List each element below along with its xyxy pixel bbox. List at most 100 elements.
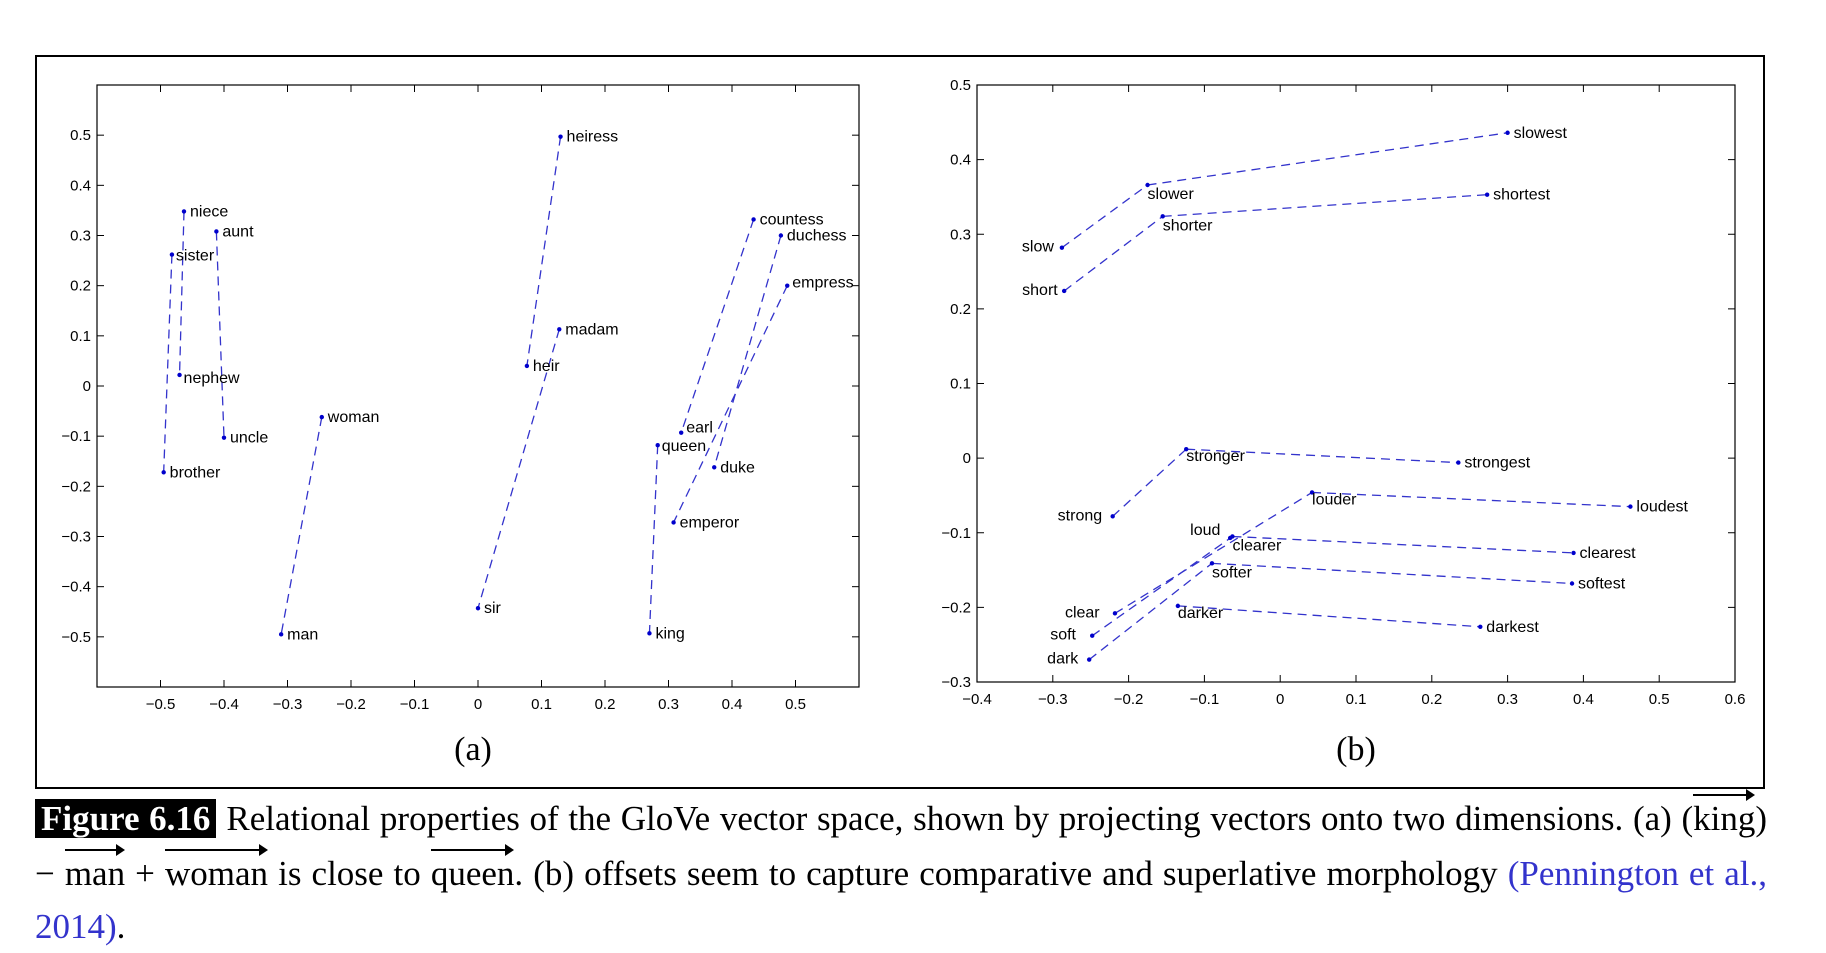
link-niece-nephew (178, 211, 185, 375)
link-darker-darkest (1177, 605, 1481, 628)
point-label-earl: earl (686, 420, 713, 437)
point-label-queen: queen (662, 438, 707, 455)
point-label-softest: softest (1578, 575, 1626, 592)
link-sister-brother (163, 254, 173, 473)
point-label-softer: softer (1212, 564, 1253, 581)
point-man (278, 632, 284, 637)
x-tick-label: −0.1 (400, 696, 430, 713)
link-soft-clearer (1091, 535, 1233, 637)
link-woman-man (280, 416, 323, 635)
point-countess (751, 217, 756, 222)
x-tick-label: 0.4 (1573, 691, 1594, 708)
y-tick-label: −0.3 (941, 674, 971, 691)
link-short-shorter (1063, 215, 1164, 292)
point-label-slowest: slowest (1514, 125, 1568, 142)
point-label-clearest: clearest (1580, 545, 1637, 562)
point-label-short: short (1022, 282, 1058, 299)
x-tick-label: −0.2 (336, 696, 366, 713)
point-label-king: king (655, 625, 684, 642)
point-heiress (558, 134, 563, 139)
point-label-loud: loud (1190, 522, 1220, 539)
point-soft (1090, 633, 1095, 638)
point-label-strong: strong (1058, 507, 1102, 524)
point-label-nephew: nephew (184, 370, 240, 387)
point-louder (1309, 490, 1315, 495)
point-label-duchess: duchess (787, 228, 847, 245)
figure-label: Figure 6.16 (35, 799, 217, 838)
point-label-brother: brother (170, 464, 221, 481)
y-tick-label: 0.1 (950, 376, 971, 393)
link-clear-louder (1114, 491, 1313, 614)
point-label-shorter: shorter (1163, 217, 1213, 234)
link-dark-softer (1088, 562, 1213, 661)
point-nephew (177, 372, 182, 378)
link-madam-sir (477, 329, 560, 609)
x-tick-label: 0.6 (1725, 691, 1746, 708)
vector-man: man (64, 844, 126, 900)
point-madam (557, 327, 562, 332)
x-tick-label: 0 (474, 696, 482, 713)
point-label-uncle: uncle (230, 430, 268, 447)
x-tick-label: 0.4 (722, 696, 743, 713)
link-empress-emperor (672, 285, 788, 523)
vector-king: king (1693, 789, 1756, 845)
point-shorter (1160, 214, 1165, 219)
point-clearer (1230, 534, 1235, 539)
y-tick-label: 0.2 (950, 301, 971, 318)
panel-label-b: (b) (1336, 731, 1376, 768)
link-clearer-clearest (1232, 535, 1574, 554)
point-label-emperor: emperor (680, 514, 740, 531)
link-queen-king (648, 445, 659, 634)
point-label-darker: darker (1178, 605, 1224, 622)
point-woman (319, 414, 324, 420)
y-tick-label: 0.1 (70, 328, 91, 345)
x-tick-label: −0.1 (1190, 691, 1220, 708)
x-tick-label: 0.5 (785, 696, 806, 713)
point-label-woman: woman (327, 409, 380, 426)
point-dark (1086, 657, 1092, 662)
caption-text-3: + (125, 854, 165, 893)
link-duchess-duke (713, 235, 782, 468)
point-slower (1145, 182, 1150, 188)
point-aunt (214, 229, 219, 234)
point-label-stronger: stronger (1186, 448, 1245, 465)
y-tick-label: 0.2 (70, 278, 91, 295)
x-tick-label: 0.3 (658, 696, 679, 713)
point-label-strongest: strongest (1464, 455, 1530, 472)
x-tick-label: −0.4 (962, 691, 992, 708)
point-queen (655, 442, 660, 448)
point-duchess (778, 233, 784, 238)
y-tick-label: −0.5 (61, 629, 91, 646)
point-empress (785, 283, 790, 288)
x-tick-label: −0.4 (209, 696, 239, 713)
point-strongest (1456, 460, 1461, 465)
y-tick-label: 0.5 (950, 77, 971, 94)
caption-text-2: ) − (35, 799, 1767, 893)
citation-link[interactable]: (Pennington et al., 2014) (35, 854, 1767, 946)
point-label-duke: duke (720, 459, 755, 476)
chart-panel-a: −0.5 −0.4 −0.3 −0.2 −0.1 0 0.1 0.2 0.3 0.4 0.5 0.5 0… (61, 84, 860, 768)
point-label-madam: madam (565, 321, 618, 338)
point-softest (1569, 581, 1575, 586)
point-label-slow: slow (1022, 239, 1054, 256)
y-tick-label: 0.4 (70, 177, 91, 194)
point-clearest (1571, 550, 1576, 556)
y-tick-label: −0.1 (941, 525, 971, 542)
link-strong-stronger (1112, 448, 1187, 517)
point-short (1061, 288, 1067, 294)
point-clear (1112, 611, 1118, 616)
vector-queen: queen (430, 844, 514, 900)
point-label-shortest: shortest (1493, 187, 1550, 204)
link-heiress-heir (526, 136, 562, 367)
point-shortest (1484, 192, 1490, 197)
point-label-heir: heir (533, 358, 560, 375)
point-label-soft: soft (1050, 627, 1076, 644)
y-tick-label: −0.3 (61, 529, 91, 546)
point-niece (181, 209, 187, 214)
point-sir (475, 606, 481, 611)
point-softer (1209, 561, 1215, 566)
point-label-countess: countess (760, 211, 824, 228)
point-label-clear: clear (1065, 604, 1100, 621)
caption-text-4: is close to (268, 854, 431, 893)
